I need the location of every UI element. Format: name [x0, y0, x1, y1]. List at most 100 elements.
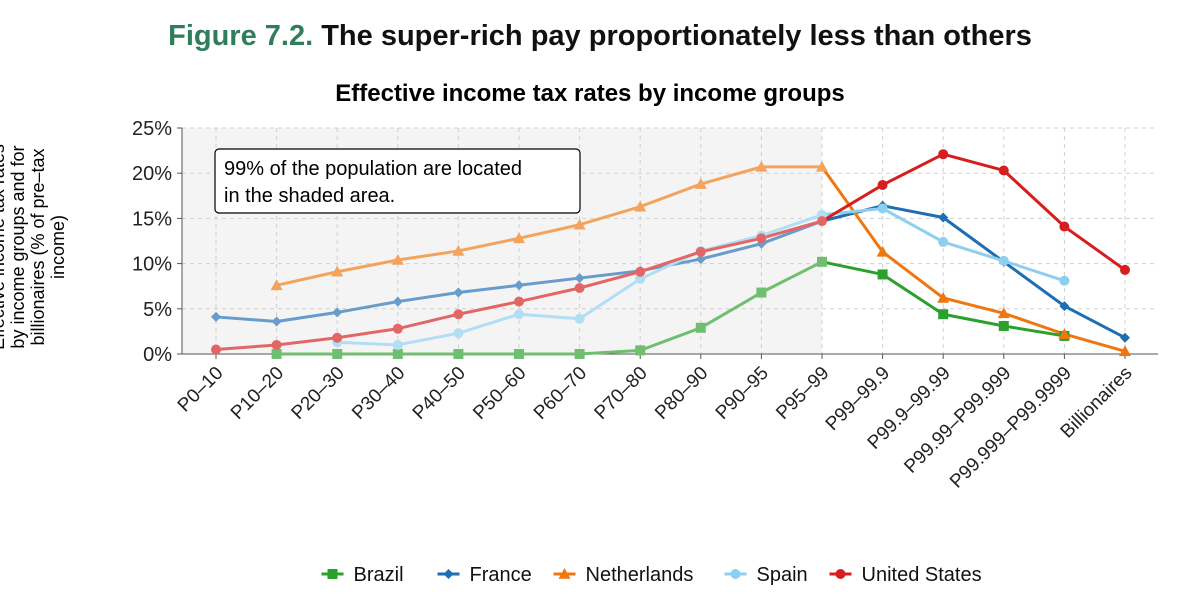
point-brazil: [938, 309, 949, 320]
point-spain: [635, 273, 646, 284]
point-brazil: [877, 269, 888, 280]
point-brazil: [574, 349, 585, 359]
point-united-states: [453, 309, 464, 320]
x-tick-label: P10–20: [227, 363, 288, 424]
point-spain: [1059, 275, 1070, 286]
point-united-states: [271, 339, 282, 350]
series-line-brazil: [881, 272, 945, 316]
annotation-box: [214, 148, 581, 214]
x-tick-label: P20–30: [288, 363, 349, 424]
series-line-united-states: [881, 152, 945, 187]
series-line-brazil: [699, 291, 763, 330]
point-united-states: [514, 296, 524, 307]
x-tick-label: P0–10: [174, 363, 228, 417]
series-line-france: [578, 269, 642, 280]
legend-label-netherlands: Netherlands: [586, 564, 694, 586]
y-axis-title: Effective income tax ratesby income grou…: [0, 144, 68, 350]
series-line-netherlands: [456, 236, 521, 253]
y-tick-label: 5%: [143, 299, 172, 321]
series-line-netherlands: [517, 223, 582, 240]
point-spain: [514, 309, 524, 320]
series-line-netherlands: [1062, 332, 1127, 353]
x-tick-label: P80–90: [651, 363, 712, 424]
x-tick-label: P99.99–P99.999: [900, 363, 1015, 478]
point-spain: [938, 236, 949, 247]
series-line-netherlands: [638, 182, 703, 209]
y-tick-label: 25%: [132, 118, 172, 140]
point-brazil: [392, 349, 403, 359]
point-spain: [998, 255, 1009, 266]
series-line-brazil: [1002, 324, 1066, 338]
point-united-states: [998, 165, 1009, 176]
series-line-france: [881, 204, 945, 219]
series-line-netherlands: [578, 205, 642, 227]
point-brazil: [817, 256, 827, 267]
series-line-france: [456, 283, 521, 295]
chart-title: Effective income tax rates by income gro…: [335, 80, 845, 107]
point-france: [574, 273, 585, 284]
legend-marker-netherlands: [558, 568, 571, 579]
series-line-united-states: [275, 336, 339, 347]
point-netherlands: [694, 178, 707, 189]
series-line-france: [1062, 304, 1127, 340]
point-united-states: [877, 179, 888, 190]
series-line-spain: [335, 340, 400, 347]
x-tick-label: P30–40: [348, 363, 409, 424]
series-line-united-states: [517, 286, 582, 304]
series-line-united-states: [456, 300, 521, 316]
series-line-netherlands: [275, 270, 339, 287]
point-netherlands: [876, 245, 889, 257]
series-line-spain: [1002, 259, 1066, 283]
series-line-netherlands: [396, 249, 460, 262]
point-netherlands: [391, 253, 404, 265]
point-spain: [392, 339, 403, 350]
series-line-france: [1002, 260, 1066, 308]
point-brazil: [514, 349, 524, 359]
point-netherlands: [573, 218, 586, 230]
point-france: [514, 280, 524, 291]
point-united-states: [756, 233, 767, 244]
point-united-states: [635, 266, 646, 277]
series-line-netherlands: [699, 165, 763, 186]
series-line-united-states: [396, 312, 460, 331]
x-tick-label: P40–50: [409, 363, 470, 424]
point-france: [271, 316, 282, 327]
point-france: [332, 307, 343, 318]
point-france: [453, 287, 464, 298]
series-line-spain: [517, 312, 582, 321]
point-france: [1120, 332, 1130, 343]
point-spain: [574, 313, 585, 324]
legend-label-brazil: Brazil: [354, 564, 404, 586]
series-line-spain: [881, 206, 945, 244]
series-line-united-states: [1062, 225, 1127, 272]
point-netherlands: [331, 265, 344, 277]
legend-label-france: France: [470, 564, 532, 586]
legend-marker-france: [443, 569, 454, 579]
y-tick-label: 0%: [143, 344, 172, 366]
x-tick-label: P50–60: [469, 363, 530, 424]
point-netherlands: [1058, 328, 1071, 339]
x-tick-label: P60–70: [530, 363, 591, 424]
point-france: [1059, 301, 1070, 312]
series-line-united-states: [214, 343, 279, 351]
series-line-france: [517, 276, 582, 287]
series-line-france: [275, 310, 339, 323]
point-united-states: [574, 283, 585, 294]
point-brazil: [271, 349, 282, 359]
y-tick-label: 15%: [132, 208, 172, 230]
series-line-netherlands: [820, 165, 885, 254]
series-line-brazil: [759, 260, 824, 295]
x-tick-label: P95–99: [772, 363, 833, 424]
point-united-states: [392, 323, 403, 334]
point-brazil: [756, 287, 767, 298]
series-line-netherlands: [941, 296, 1006, 315]
point-united-states: [1059, 221, 1070, 232]
point-spain: [877, 203, 888, 214]
series-line-spain: [759, 213, 824, 238]
series-line-united-states: [638, 250, 703, 274]
point-netherlands: [997, 307, 1010, 319]
point-brazil: [453, 349, 464, 359]
point-united-states: [211, 344, 221, 355]
legend-marker-spain: [730, 569, 741, 579]
series-line-brazil: [820, 260, 885, 276]
